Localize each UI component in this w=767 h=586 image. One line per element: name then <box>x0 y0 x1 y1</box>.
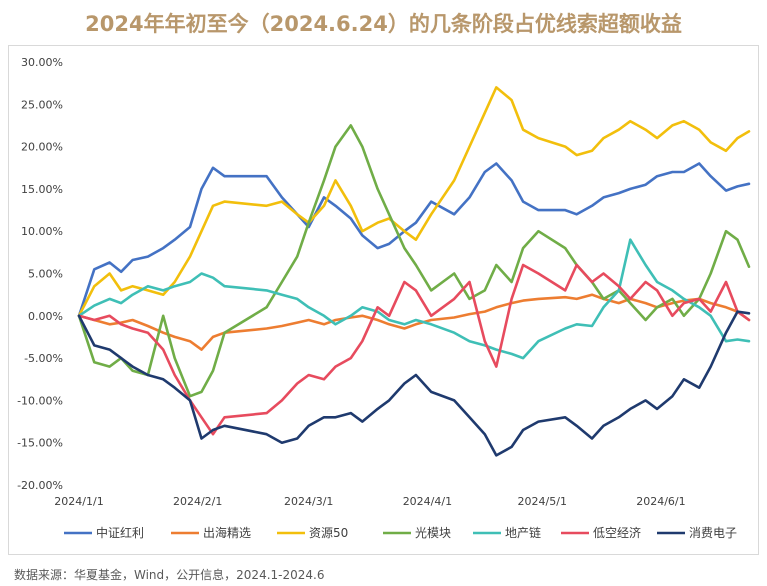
x-tick-label: 2024/6/1 <box>636 495 685 508</box>
x-axis: 2024/1/1 2024/2/1 2024/3/1 2024/4/1 2024/5/1… <box>54 495 685 508</box>
y-tick-label: 0.00% <box>28 310 63 323</box>
series-line <box>77 162 751 318</box>
series-line <box>77 293 751 351</box>
y-tick-label: -5.00% <box>24 352 63 365</box>
x-tick-label: 2024/4/1 <box>403 495 452 508</box>
legend-label: 低空经济 <box>593 525 641 540</box>
y-tick-label: -10.00% <box>17 394 63 407</box>
series-line <box>77 238 751 360</box>
y-tick-label: 20.00% <box>21 141 63 154</box>
legend-label: 资源50 <box>309 526 348 540</box>
y-tick-label: -20.00% <box>17 479 63 492</box>
y-tick-label: 10.00% <box>21 225 63 238</box>
chart-title: 2024年年初至今（2024.6.24）的几条阶段占优线索超额收益 <box>85 12 682 36</box>
x-tick-label: 2024/2/1 <box>173 495 222 508</box>
legend: 中证红利 出海精选 资源50 光模块 地产链 低空经济 消费电子 <box>64 525 737 540</box>
y-tick-label: 30.00% <box>21 56 63 69</box>
series-line <box>77 86 751 318</box>
series-line <box>77 310 751 457</box>
series-line <box>77 263 751 436</box>
legend-label: 消费电子 <box>689 526 737 540</box>
y-tick-label: -15.00% <box>17 437 63 450</box>
data-source-note: 数据来源：华夏基金，Wind，公开信息，2024.1-2024.6 <box>14 568 325 582</box>
legend-label: 地产链 <box>505 525 541 540</box>
chart-frame: -20.00% -15.00% -10.00% -5.00% 0.00% 5.00% 10.… <box>8 45 759 555</box>
x-tick-label: 2024/3/1 <box>284 495 333 508</box>
line-chart: -20.00% -15.00% -10.00% -5.00% 0.00% 5.00% 10.… <box>17 56 751 540</box>
x-tick-label: 2024/5/1 <box>518 495 567 508</box>
y-tick-label: 25.00% <box>21 98 63 111</box>
series-line <box>77 124 751 398</box>
y-axis: -20.00% -15.00% -10.00% -5.00% 0.00% 5.00% 10.… <box>17 56 63 492</box>
legend-label: 光模块 <box>415 526 451 540</box>
x-tick-label: 2024/1/1 <box>54 495 103 508</box>
legend-label: 出海精选 <box>203 525 251 540</box>
y-tick-label: 15.00% <box>21 183 63 196</box>
legend-label: 中证红利 <box>96 525 144 540</box>
series-lines <box>77 86 751 457</box>
y-tick-label: 5.00% <box>28 268 63 281</box>
